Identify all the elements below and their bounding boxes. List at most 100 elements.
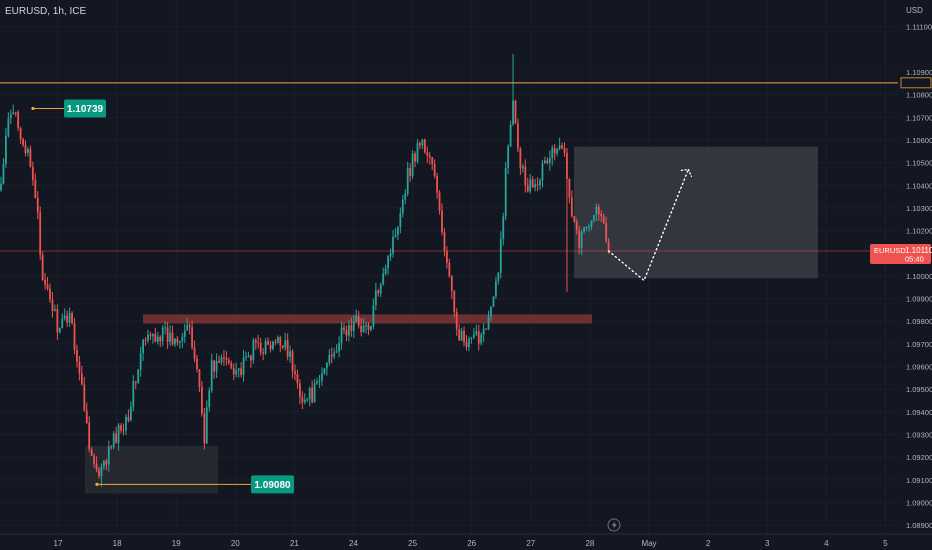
- x-tick-label: 25: [408, 539, 417, 548]
- current-price-badge: [870, 243, 931, 264]
- candle-body: [9, 114, 12, 119]
- candle-body: [83, 384, 86, 411]
- candle-body: [245, 356, 247, 358]
- symbol-header[interactable]: EURUSD, 1h, ICE: [5, 6, 86, 17]
- candle-body: [154, 334, 157, 342]
- candle-body: [188, 324, 191, 328]
- candle-body: [446, 250, 448, 263]
- candle-body: [232, 368, 235, 375]
- candle-body: [551, 147, 554, 158]
- candle-body: [129, 406, 132, 421]
- candle-body: [0, 183, 2, 191]
- candle-body: [409, 168, 412, 177]
- y-tick-label: 1.09700: [906, 340, 932, 349]
- candle-body: [468, 338, 470, 348]
- candle-body: [24, 144, 27, 153]
- candle-body: [85, 410, 88, 423]
- candle-body: [152, 334, 154, 337]
- candle-body: [14, 112, 17, 114]
- candle-body: [323, 368, 326, 374]
- candle-body: [100, 466, 103, 477]
- candle-body: [291, 351, 294, 372]
- candle-body: [137, 369, 140, 383]
- candle-body: [399, 213, 402, 228]
- candle-body: [340, 327, 343, 344]
- y-tick-label: 1.10700: [906, 113, 932, 122]
- candle-body: [161, 327, 164, 342]
- candle-body: [470, 337, 473, 339]
- candle-body: [370, 325, 372, 331]
- candle-body: [5, 135, 7, 164]
- candle-body: [387, 256, 389, 269]
- callout-label-low: 1.09080: [254, 480, 291, 491]
- candle-body: [607, 241, 610, 251]
- candle-body: [330, 354, 333, 357]
- candle-body: [36, 197, 39, 213]
- candle-body: [88, 422, 91, 450]
- candle-body: [296, 374, 299, 384]
- candle-body: [529, 179, 532, 192]
- candle-body: [441, 210, 443, 233]
- candle-body: [286, 340, 289, 357]
- y-tick-label: 1.09100: [906, 476, 932, 485]
- candle-body: [41, 254, 44, 281]
- candle-body: [357, 316, 360, 326]
- candle-body: [573, 216, 576, 222]
- candle-body: [455, 311, 458, 330]
- candle-body: [436, 176, 438, 193]
- candle-body: [269, 344, 272, 350]
- candle-body: [521, 166, 524, 169]
- candle-body: [311, 387, 314, 403]
- candle-body: [526, 185, 529, 192]
- candle-body: [242, 357, 245, 375]
- callout-box-high: [64, 99, 106, 118]
- y-tick-label: 1.10500: [906, 159, 932, 168]
- candle-body: [272, 341, 274, 350]
- candle-body: [426, 152, 429, 156]
- candle-body: [93, 455, 95, 464]
- callout-dot-high: [31, 106, 35, 111]
- candle-body: [495, 281, 497, 297]
- candle-body: [213, 360, 216, 372]
- y-tick-label: 1.10300: [906, 204, 932, 213]
- candle-body: [509, 124, 512, 147]
- candle-body: [472, 334, 475, 338]
- candle-body: [404, 193, 407, 200]
- candle-body: [580, 231, 583, 248]
- candle-body: [394, 234, 397, 238]
- candle-body: [600, 214, 603, 217]
- candle-body: [316, 381, 318, 384]
- candle-body: [274, 341, 277, 343]
- candles: [0, 53, 610, 487]
- candle-body: [416, 143, 419, 162]
- y-tick-label: 1.10900: [906, 68, 932, 77]
- candle-body: [487, 316, 490, 330]
- candle-body: [313, 383, 316, 403]
- candle-body: [365, 324, 367, 327]
- candle-body: [428, 155, 431, 158]
- projection-arrowhead: [680, 168, 693, 178]
- candle-body: [176, 338, 179, 343]
- candle-body: [534, 184, 536, 188]
- candle-body: [250, 355, 252, 361]
- candle-body: [58, 327, 61, 333]
- candle-body: [328, 354, 331, 363]
- candle-body: [223, 357, 225, 359]
- candle-body: [95, 463, 98, 470]
- x-tick-label: 17: [54, 539, 63, 548]
- candle-body: [321, 373, 323, 381]
- candle-body: [438, 192, 441, 211]
- x-tick-label: 5: [883, 539, 888, 548]
- x-tick-label: 20: [231, 539, 240, 548]
- candle-body: [171, 332, 174, 345]
- y-tick-label: 1.11100: [906, 23, 932, 32]
- current-price-symbol: EURUSD: [874, 246, 906, 255]
- lightning-icon: [607, 518, 621, 532]
- candle-body: [497, 272, 500, 282]
- candle-body: [29, 149, 32, 167]
- callout-box-low: [251, 475, 294, 494]
- x-tick-label: 2: [706, 539, 711, 548]
- x-tick-label: 26: [467, 539, 476, 548]
- candle-body: [345, 330, 348, 336]
